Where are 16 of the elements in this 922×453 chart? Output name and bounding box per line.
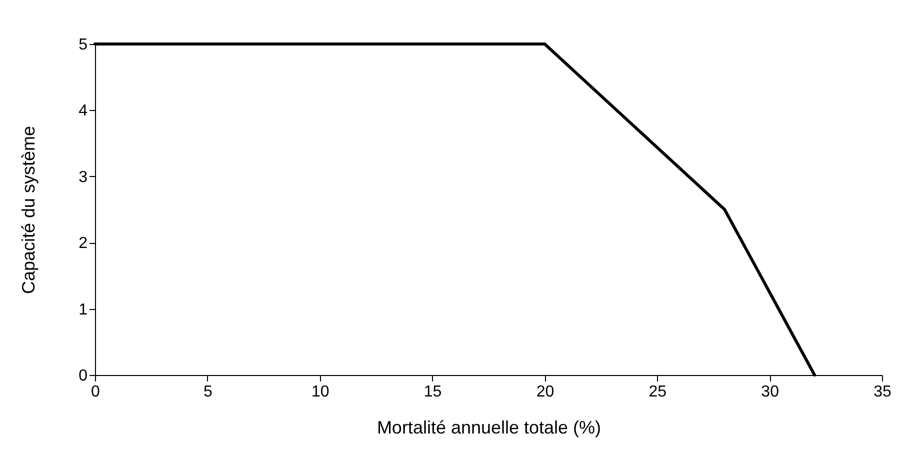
x-axis-title: Mortalité annuelle totale (%) <box>376 418 602 438</box>
x-tick-label: 15 <box>424 384 442 400</box>
x-tick-label: 35 <box>874 384 892 400</box>
x-tick-label: 30 <box>761 384 780 400</box>
y-tick-label: 0 <box>78 368 88 384</box>
y-tick-label: 1 <box>78 301 88 318</box>
y-tick-label: 2 <box>78 235 88 252</box>
y-tick-label: 5 <box>78 36 88 54</box>
x-tick-label: 20 <box>536 384 554 400</box>
y-axis-title: Capacité du système <box>18 126 39 294</box>
x-tick-label: 0 <box>91 384 100 400</box>
y-tick-label: 3 <box>78 168 88 186</box>
x-tick-label: 10 <box>311 384 330 400</box>
x-tick-label: 25 <box>648 384 667 400</box>
x-tick-label: 5 <box>203 384 212 400</box>
y-tick-label: 4 <box>78 102 88 120</box>
